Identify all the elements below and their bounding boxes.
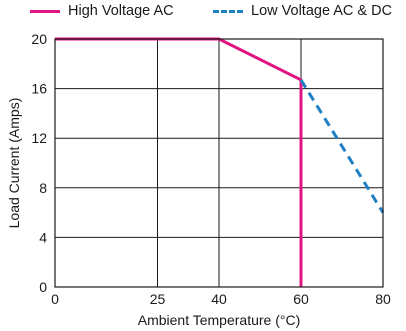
legend-swatch-low-voltage-ac-dc [213, 9, 243, 13]
series-line-high-voltage-ac [55, 37, 303, 287]
legend-label-low-voltage-ac-dc: Low Voltage AC & DC [251, 3, 393, 19]
grid [54, 38, 384, 288]
x-tick-label-60: 60 [293, 291, 309, 307]
x-tick-labels: 0 25 40 60 80 [51, 291, 391, 307]
series-line-low-voltage-ac-dc [299, 79, 385, 214]
y-tick-label-12: 12 [31, 130, 47, 146]
legend-item-low-voltage-ac-dc: Low Voltage AC & DC [213, 3, 392, 19]
y-tick-label-16: 16 [31, 81, 47, 97]
y-tick-label-20: 20 [31, 31, 47, 47]
legend: High Voltage AC Low Voltage AC & DC [0, 3, 406, 25]
legend-swatch-high-voltage-ac [30, 9, 60, 13]
x-tick-label-80: 80 [375, 291, 391, 307]
legend-item-high-voltage-ac: High Voltage AC [30, 3, 174, 19]
x-axis-title: Ambient Temperature (°C) [138, 312, 301, 328]
y-tick-label-8: 8 [39, 180, 47, 196]
y-axis-title: Load Current (Amps) [6, 98, 22, 229]
legend-label-high-voltage-ac: High Voltage AC [68, 3, 174, 19]
y-tick-label-4: 4 [39, 229, 47, 245]
plot-frame [54, 38, 384, 288]
x-tick-label-40: 40 [211, 291, 227, 307]
x-tick-label-25: 25 [150, 291, 166, 307]
x-tick-label-0: 0 [51, 291, 59, 307]
y-tick-labels: 0 4 8 12 16 20 [31, 31, 47, 295]
y-tick-label-0: 0 [39, 279, 47, 295]
